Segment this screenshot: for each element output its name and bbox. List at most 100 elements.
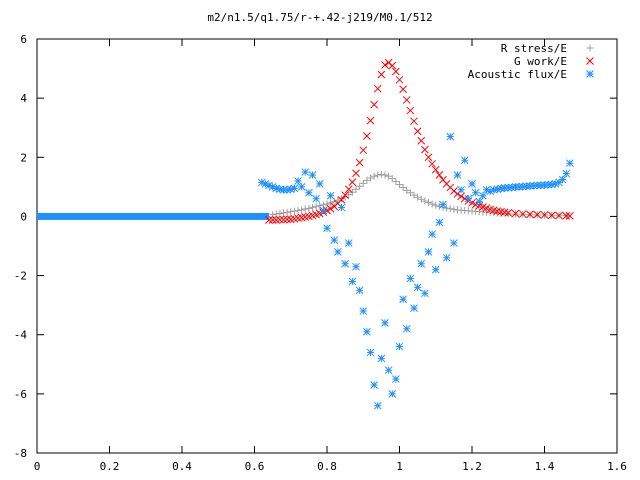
data-point (290, 184, 299, 193)
data-point (344, 239, 353, 247)
data-point (518, 210, 527, 218)
x-tick-label: 1 (396, 460, 403, 473)
data-point (326, 191, 335, 200)
data-point (566, 211, 574, 220)
data-point (272, 216, 281, 224)
data-point (417, 136, 426, 145)
data-point (417, 259, 426, 268)
data-point (442, 253, 451, 262)
data-point (403, 186, 411, 194)
data-point (323, 200, 331, 208)
data-point (377, 354, 386, 363)
data-point (326, 204, 335, 213)
data-point (298, 206, 306, 214)
data-point (468, 180, 476, 188)
data-point (555, 211, 563, 220)
data-point (381, 319, 389, 327)
data-point (312, 203, 320, 211)
legend-marker (586, 57, 594, 65)
data-point (562, 169, 571, 178)
data-point (316, 202, 324, 210)
data-point (457, 185, 465, 194)
data-point (370, 100, 378, 109)
data-point (504, 209, 513, 217)
data-point (366, 116, 375, 125)
data-point (388, 61, 397, 70)
y-tick-label: -8 (14, 447, 27, 460)
data-point (330, 236, 339, 244)
data-point (373, 84, 382, 93)
data-point (399, 183, 407, 191)
data-point (305, 204, 313, 212)
data-point (370, 172, 378, 180)
data-point (450, 205, 458, 213)
data-point (265, 216, 273, 224)
data-point (406, 274, 415, 283)
data-point (312, 194, 320, 203)
y-tick-label: 0 (20, 210, 27, 223)
data-point (297, 183, 306, 191)
data-point (341, 259, 349, 268)
data-point (402, 96, 411, 104)
data-point (428, 230, 436, 239)
legend-label: R stress/E (501, 42, 567, 55)
plot-frame: 0 0.2 0.4 0.6 0.8 1 1.2 1.4 1.6 6 4 2 0 -2 -4 -6 -8 (14, 33, 627, 473)
data-point (431, 265, 440, 274)
data-point (504, 183, 513, 192)
data-point (381, 171, 389, 179)
x-tick-label: 1.2 (462, 460, 482, 473)
data-point (323, 206, 331, 215)
data-point (443, 204, 451, 212)
data-point (406, 106, 415, 115)
data-point (359, 307, 368, 315)
data-point (377, 70, 386, 79)
data-point (410, 191, 418, 199)
data-point (424, 153, 433, 162)
legend-marker (586, 70, 594, 78)
data-point (432, 201, 440, 209)
data-point (421, 197, 429, 205)
x-tick-label: 0.6 (245, 460, 265, 473)
x-tick-label: 0 (34, 460, 41, 473)
data-point (435, 171, 444, 179)
x-tick-label: 1.6 (607, 460, 627, 473)
data-point (363, 132, 371, 140)
data-point (338, 195, 345, 203)
data-point (283, 208, 291, 216)
data-point (301, 168, 310, 176)
data-point (479, 191, 487, 200)
data-point (413, 283, 422, 292)
data-point (344, 185, 353, 194)
legend-label: G work/E (514, 55, 567, 68)
data-point (460, 194, 469, 203)
data-point (323, 224, 331, 233)
data-point (421, 145, 429, 154)
data-point (431, 165, 440, 174)
data-point (377, 170, 385, 178)
series-layer (257, 58, 574, 410)
data-point (276, 215, 284, 224)
data-point (359, 146, 368, 155)
y-tick-label: 4 (20, 92, 27, 105)
data-point (421, 289, 429, 298)
legend-label: Acoustic flux/E (468, 68, 567, 81)
data-point (363, 176, 371, 184)
data-point (308, 171, 317, 179)
data-point (460, 156, 469, 165)
data-point (497, 184, 505, 193)
data-point (370, 381, 378, 389)
data-point (366, 348, 375, 357)
y-tick-label: 6 (20, 33, 27, 46)
data-point (392, 67, 400, 76)
data-point (410, 304, 418, 312)
data-point (363, 327, 371, 336)
data-point (309, 204, 316, 212)
data-point (417, 195, 425, 203)
data-point (356, 182, 364, 190)
data-point (402, 324, 411, 333)
legend-marker (586, 44, 594, 52)
data-point (540, 181, 549, 189)
data-point (337, 196, 346, 204)
data-point (283, 215, 291, 224)
data-point (413, 127, 422, 136)
